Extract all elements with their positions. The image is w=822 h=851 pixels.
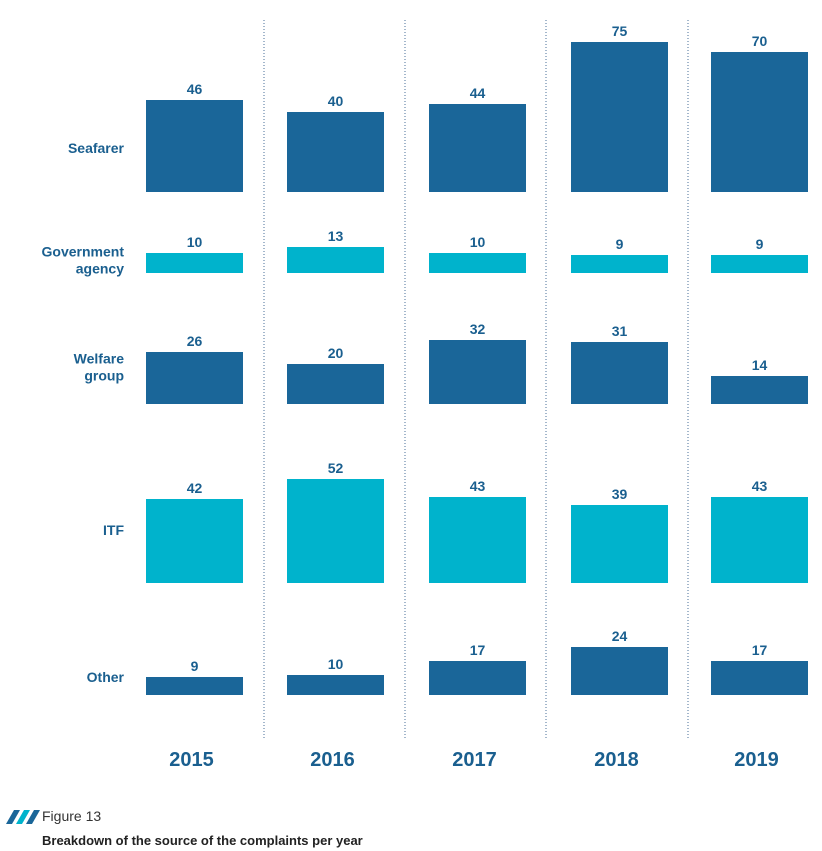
bar	[711, 376, 808, 404]
bar	[429, 661, 526, 695]
bar	[429, 340, 526, 404]
bar	[146, 677, 243, 695]
bar-value-label: 10	[470, 234, 486, 250]
bar	[146, 253, 243, 273]
bar-value-label: 46	[187, 81, 203, 97]
row-label: ITF	[103, 522, 124, 538]
bar	[711, 497, 808, 583]
bar	[571, 342, 668, 404]
year-tick-label: 2018	[594, 749, 639, 771]
bar-value-label: 32	[470, 321, 486, 337]
bar	[287, 247, 384, 273]
bar	[429, 497, 526, 583]
bar	[711, 52, 808, 192]
row-label: agency	[76, 261, 124, 277]
bar-value-label: 13	[328, 228, 344, 244]
bar-value-label: 39	[612, 486, 628, 502]
bar	[287, 479, 384, 583]
bar	[429, 253, 526, 273]
bar	[429, 104, 526, 192]
row-label: Seafarer	[68, 140, 125, 156]
bar	[571, 42, 668, 192]
bar-value-label: 20	[328, 345, 344, 361]
bar-value-label: 42	[187, 480, 203, 496]
stripes-logo-icon	[6, 810, 40, 824]
bar-value-label: 40	[328, 93, 344, 109]
row-label: Welfare	[74, 351, 125, 367]
bar-value-label: 31	[612, 323, 628, 339]
bar-value-label: 17	[470, 642, 486, 658]
bar-value-label: 43	[752, 478, 768, 494]
bar	[711, 255, 808, 273]
bar	[287, 675, 384, 695]
bar-value-label: 17	[752, 642, 768, 658]
bar-value-label: 14	[752, 357, 768, 373]
year-tick-label: 2017	[452, 749, 497, 771]
bar-value-label: 70	[752, 33, 768, 49]
figure-title: Breakdown of the source of the complaint…	[42, 833, 363, 848]
bar	[571, 255, 668, 273]
bar-value-label: 75	[612, 23, 628, 39]
bar-value-label: 24	[612, 628, 628, 644]
bar	[146, 352, 243, 404]
bar-value-label: 26	[187, 333, 203, 349]
bar-value-label: 10	[187, 234, 203, 250]
bar	[287, 112, 384, 192]
figure-number: Figure 13	[42, 808, 102, 824]
bar-value-label: 10	[328, 656, 344, 672]
bar-value-label: 43	[470, 478, 486, 494]
year-tick-label: 2019	[734, 749, 779, 771]
bar	[711, 661, 808, 695]
year-tick-label: 2015	[169, 749, 214, 771]
bar-value-label: 44	[470, 85, 486, 101]
bar	[571, 647, 668, 695]
bar	[146, 100, 243, 192]
bar	[571, 505, 668, 583]
bar-value-label: 9	[191, 658, 199, 674]
row-label: Other	[87, 669, 125, 685]
bar-value-label: 9	[616, 236, 624, 252]
bar-value-label: 9	[756, 236, 764, 252]
row-label: Government	[42, 244, 125, 260]
bar	[287, 364, 384, 404]
bar	[146, 499, 243, 583]
year-tick-label: 2016	[310, 749, 355, 771]
bar-value-label: 52	[328, 460, 344, 476]
row-label: group	[84, 368, 124, 384]
